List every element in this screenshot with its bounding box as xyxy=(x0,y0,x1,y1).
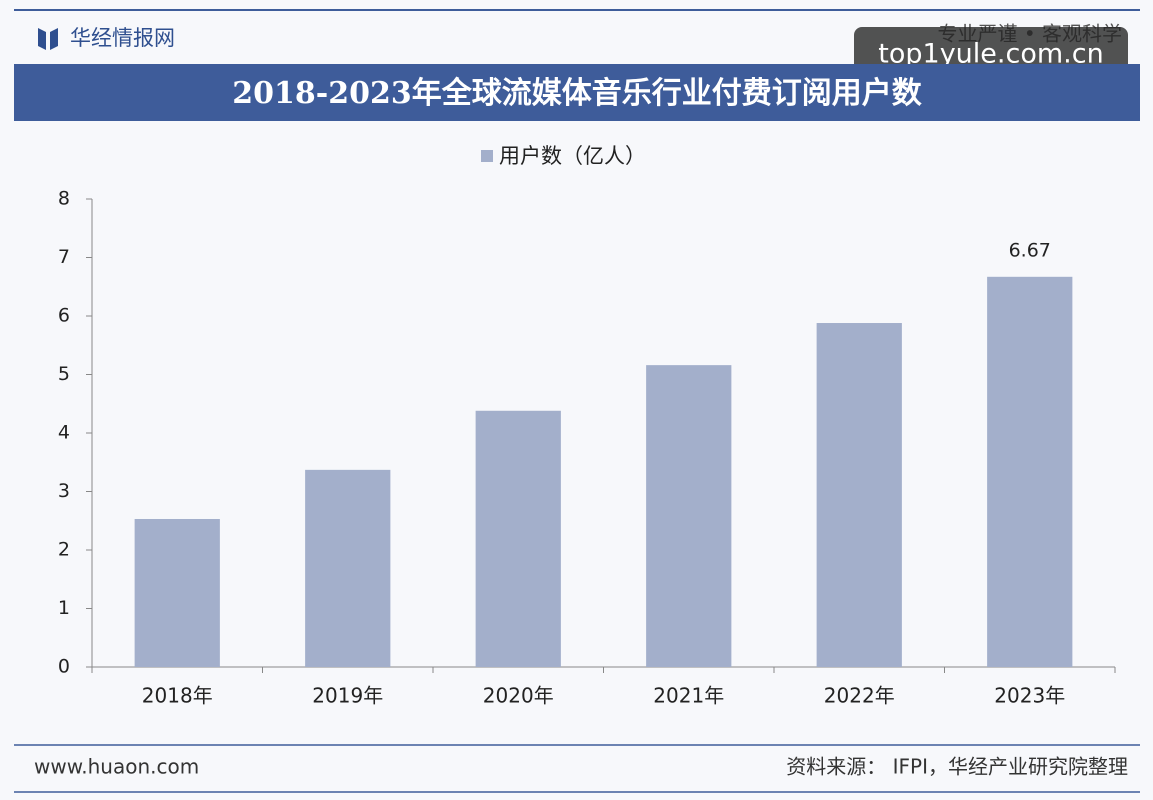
source: 资料来源： IFPI，华经产业研究院整理 xyxy=(786,755,1128,779)
x-tick-label: 2022年 xyxy=(824,684,895,708)
y-tick-label: 7 xyxy=(58,246,70,268)
y-tick-label: 6 xyxy=(58,305,70,327)
x-tick-label: 2018年 xyxy=(142,684,213,708)
brand: 华经情报网 xyxy=(70,26,175,50)
legend-swatch xyxy=(481,150,493,162)
title-bar xyxy=(14,64,1140,121)
y-tick-label: 0 xyxy=(58,656,70,678)
x-tick-label: 2020年 xyxy=(483,684,554,708)
y-tick-label: 5 xyxy=(58,363,70,385)
value-label: 6.67 xyxy=(1009,239,1051,261)
y-tick-label: 4 xyxy=(58,422,70,444)
x-tick-label: 2023年 xyxy=(994,684,1065,708)
logo xyxy=(38,28,58,50)
y-tick-label: 3 xyxy=(58,480,70,502)
bar xyxy=(646,365,732,667)
bar xyxy=(305,469,391,667)
legend-label: 用户数（亿人） xyxy=(499,144,646,168)
website: www.huaon.com xyxy=(34,755,199,779)
chart-title: 2018-2023年全球流媒体音乐行业付费订阅用户数 xyxy=(232,76,922,111)
x-tick-label: 2019年 xyxy=(312,684,383,708)
y-tick-label: 1 xyxy=(58,597,70,619)
x-tick-label: 2021年 xyxy=(653,684,724,708)
bar xyxy=(987,276,1073,667)
bar xyxy=(475,410,561,667)
bar xyxy=(134,518,220,667)
y-tick-label: 8 xyxy=(58,188,70,210)
y-tick-label: 2 xyxy=(58,539,70,561)
bar xyxy=(816,323,902,667)
